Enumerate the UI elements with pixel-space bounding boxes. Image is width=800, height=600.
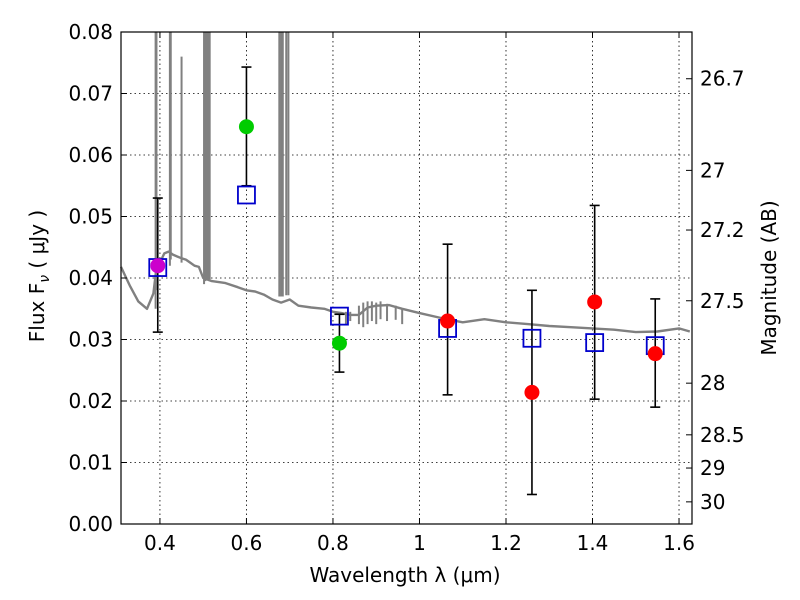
y-axis-label-subscript: ν xyxy=(37,275,53,283)
y2-tick-label: 26.7 xyxy=(700,67,745,91)
data-point-marker xyxy=(238,119,254,135)
data-point-marker xyxy=(647,346,663,362)
x-tick-label: 1.2 xyxy=(490,531,522,555)
x-tick-label: 0.4 xyxy=(144,531,176,555)
model-square-marker xyxy=(585,333,605,352)
y2-tick-label: 27.2 xyxy=(700,218,745,242)
x-tick-label: 1.4 xyxy=(577,531,609,555)
y2-tick-label: 27 xyxy=(700,158,725,182)
data-point-marker xyxy=(440,313,456,329)
model-square-marker xyxy=(237,185,256,205)
y-tick-label: 0.07 xyxy=(68,82,113,106)
y-tick-label: 0.00 xyxy=(68,512,113,536)
y2-tick-label: 28.5 xyxy=(700,423,745,447)
x-axis-label: Wavelength λ (μm) xyxy=(309,563,500,587)
y-tick-label: 0.05 xyxy=(68,205,113,229)
y2-tick-label: 27.5 xyxy=(700,289,745,313)
sed-layer xyxy=(119,32,691,334)
points-layer xyxy=(148,66,665,496)
y-tick-label: 0.03 xyxy=(68,328,113,352)
y-tick-label: 0.01 xyxy=(68,451,113,475)
model-square-marker xyxy=(330,306,349,326)
x-tick-label: 0.8 xyxy=(317,531,349,555)
y-axis-label-group: Flux Fν ( μJy ) xyxy=(25,210,53,342)
y2-tick-label: 29 xyxy=(700,456,725,480)
model-square-marker xyxy=(522,328,542,348)
data-point-marker xyxy=(331,335,347,351)
y-tick-label: 0.08 xyxy=(68,20,113,44)
y2-axis-label: Magnitude (AB) xyxy=(757,200,781,355)
grid-layer xyxy=(121,31,692,525)
data-point-marker xyxy=(587,294,603,310)
y-tick-label: 0.06 xyxy=(68,143,113,167)
x-tick-label: 1 xyxy=(413,531,426,555)
ticks-layer: 0.4 0.6 0.8 1 1.2 1.4 1.6 0.00 0.01 0.02 0.03 0.04 0… xyxy=(68,20,744,555)
x-tick-label: 0.6 xyxy=(231,531,263,555)
y2-tick-label: 28 xyxy=(700,371,725,395)
y2-tick-label: 30 xyxy=(700,490,725,514)
data-point-marker xyxy=(524,384,540,400)
y-axis-label-unit: ( μJy ) xyxy=(25,210,49,275)
x-tick-label: 1.6 xyxy=(663,531,695,555)
data-point-marker xyxy=(150,258,166,274)
y-tick-label: 0.04 xyxy=(68,266,113,290)
y-tick-label: 0.02 xyxy=(68,389,113,413)
y-axis-label: Flux Fν ( μJy ) xyxy=(25,210,53,342)
y2-axis-label-group: Magnitude (AB) xyxy=(757,200,781,355)
y-axis-label-main: Flux F xyxy=(25,283,49,342)
